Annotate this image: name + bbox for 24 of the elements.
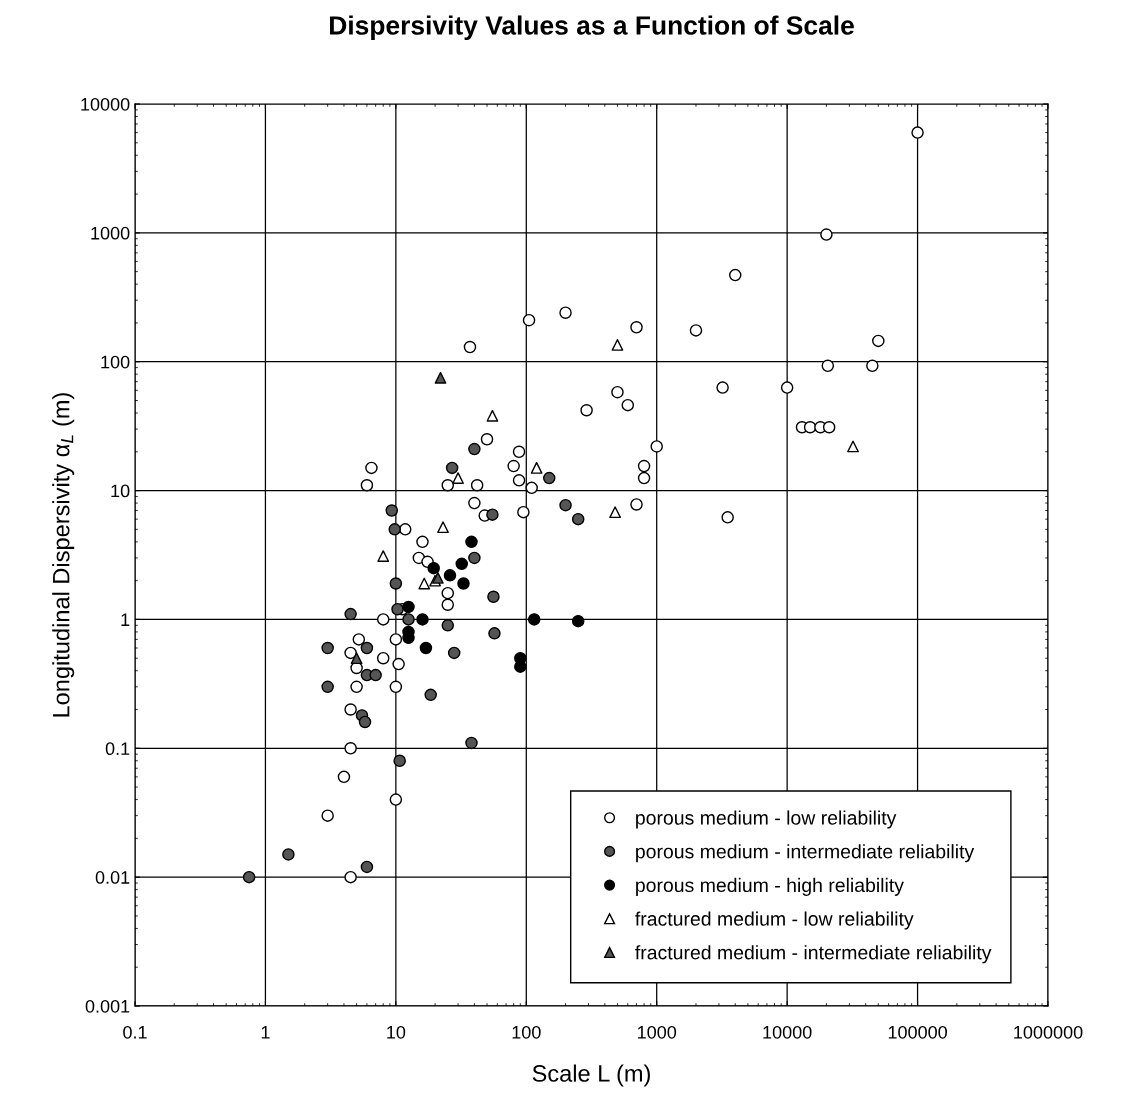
y-tick-label: 0.01 (95, 871, 130, 884)
x-tick-label: 0.1 (123, 1025, 147, 1039)
legend-label: fractured medium - intermediate reliability (635, 945, 992, 964)
y-tick-label: 1 (121, 613, 130, 626)
x-tick-label: 10 (387, 1025, 406, 1039)
y-tick-label: 10000 (81, 97, 130, 111)
y-tick-label: 0.001 (85, 999, 130, 1013)
y-tick-label: 1000 (91, 226, 130, 240)
y-axis-title: Longitudinal Dispersivity α$_{L}$ (m) (52, 393, 75, 717)
y-tick-label: 100 (101, 355, 130, 369)
legend-label: porous medium - low reliability (636, 810, 897, 829)
x-tick-label: 1000000 (1014, 1025, 1083, 1039)
x-tick-label: 10000 (763, 1025, 812, 1039)
x-tick-label: 100000 (888, 1025, 947, 1039)
y-tick-label: 0.1 (105, 742, 130, 756)
legend-label: fractured medium - low reliability (635, 911, 914, 930)
x-tick-label: 1000 (638, 1025, 677, 1039)
chart-title: Dispersivity Values as a Function of Scale (330, 15, 854, 41)
legend-label: porous medium - intermediate reliability (636, 844, 975, 863)
x-tick-label: 100 (512, 1025, 541, 1039)
y-tick-label: 10 (111, 484, 130, 498)
x-axis-title: Scale L (m) (532, 1064, 650, 1087)
x-tick-label: 1 (261, 1026, 270, 1039)
legend-label: porous medium - high reliability (636, 877, 904, 896)
